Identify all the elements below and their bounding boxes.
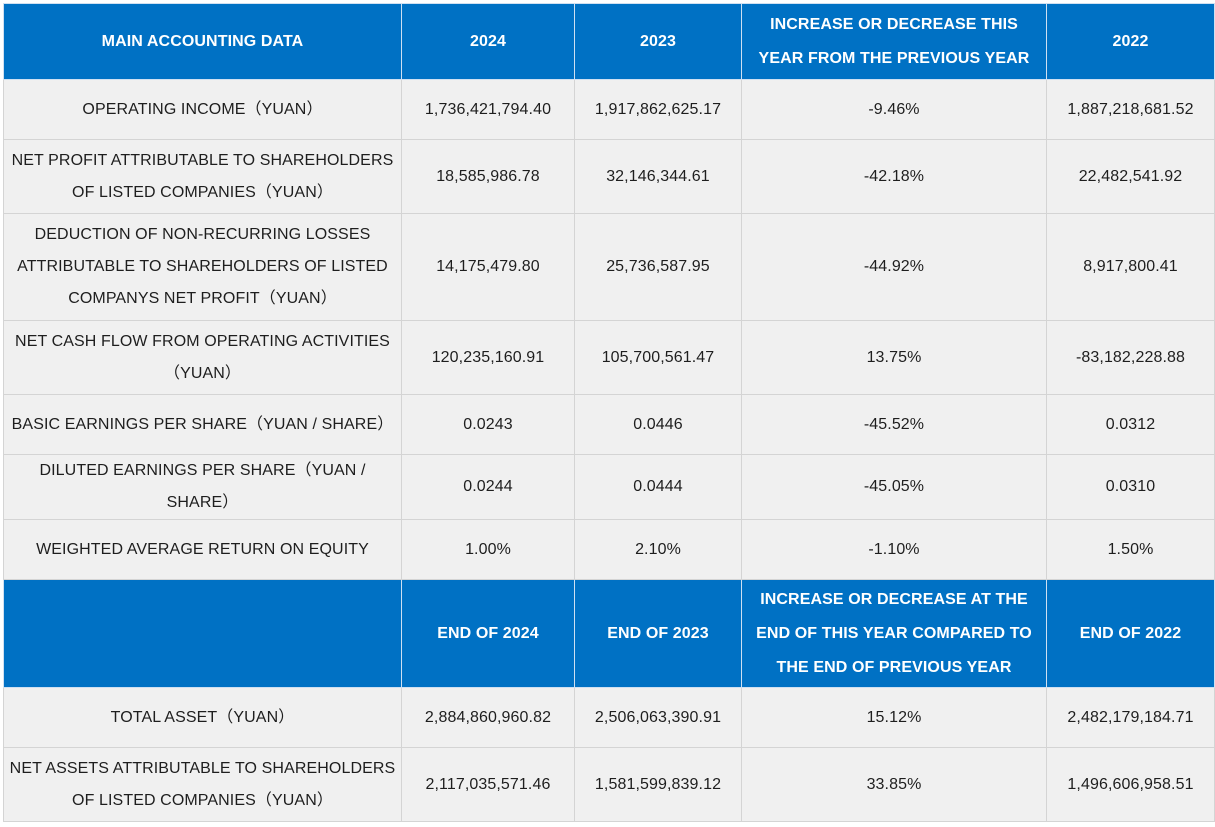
- table-row-weighted-roe: WEIGHTED AVERAGE RETURN ON EQUITY 1.00% …: [3, 519, 1215, 580]
- table-row-operating-cash-flow: NET CASH FLOW FROM OPERATING ACTIVITIES（…: [3, 320, 1215, 395]
- subheader-empty: [3, 579, 402, 688]
- cell-2024: 1.00%: [401, 519, 575, 580]
- cell-change: -45.52%: [741, 394, 1047, 455]
- cell-2022: 0.0312: [1046, 394, 1215, 455]
- cell-change: -42.18%: [741, 139, 1047, 214]
- header-2023: 2023: [574, 3, 742, 80]
- subheader-end-2022: END OF 2022: [1046, 579, 1215, 688]
- header-yoy-change: INCREASE OR DECREASE THIS YEAR FROM THE …: [741, 3, 1047, 80]
- cell-change: -45.05%: [741, 454, 1047, 520]
- row-label: NET ASSETS ATTRIBUTABLE TO SHAREHOLDERS …: [3, 747, 402, 822]
- cell-2024: 0.0243: [401, 394, 575, 455]
- cell-2024: 1,736,421,794.40: [401, 79, 575, 140]
- row-label: NET CASH FLOW FROM OPERATING ACTIVITIES（…: [3, 320, 402, 395]
- table-subheader-row: END OF 2024 END OF 2023 INCREASE OR DECR…: [3, 579, 1215, 688]
- cell-2022: -83,182,228.88: [1046, 320, 1215, 395]
- cell-2024: 2,884,860,960.82: [401, 687, 575, 748]
- table-row-basic-eps: BASIC EARNINGS PER SHARE（YUAN / SHARE） 0…: [3, 394, 1215, 455]
- table-row-diluted-eps: DILUTED EARNINGS PER SHARE（YUAN / SHARE）…: [3, 454, 1215, 520]
- cell-2022: 2,482,179,184.71: [1046, 687, 1215, 748]
- table-row-deducted-net-profit: DEDUCTION OF NON-RECURRING LOSSES ATTRIB…: [3, 213, 1215, 321]
- cell-2023: 25,736,587.95: [574, 213, 742, 321]
- cell-2024: 18,585,986.78: [401, 139, 575, 214]
- subheader-end-2024: END OF 2024: [401, 579, 575, 688]
- row-label: TOTAL ASSET（YUAN）: [3, 687, 402, 748]
- cell-change: 33.85%: [741, 747, 1047, 822]
- subheader-change: INCREASE OR DECREASE AT THE END OF THIS …: [741, 579, 1047, 688]
- cell-2024: 120,235,160.91: [401, 320, 575, 395]
- cell-change: -1.10%: [741, 519, 1047, 580]
- row-label: DILUTED EARNINGS PER SHARE（YUAN / SHARE）: [3, 454, 402, 520]
- cell-2022: 8,917,800.41: [1046, 213, 1215, 321]
- cell-2023: 105,700,561.47: [574, 320, 742, 395]
- cell-change: 15.12%: [741, 687, 1047, 748]
- cell-2023: 1,917,862,625.17: [574, 79, 742, 140]
- main-accounting-data-table: MAIN ACCOUNTING DATA 2024 2023 INCREASE …: [3, 3, 1215, 822]
- cell-change: -44.92%: [741, 213, 1047, 321]
- table-row-net-assets: NET ASSETS ATTRIBUTABLE TO SHAREHOLDERS …: [3, 747, 1215, 822]
- row-label: BASIC EARNINGS PER SHARE（YUAN / SHARE）: [3, 394, 402, 455]
- row-label: OPERATING INCOME（YUAN）: [3, 79, 402, 140]
- cell-2023: 0.0444: [574, 454, 742, 520]
- row-label: WEIGHTED AVERAGE RETURN ON EQUITY: [3, 519, 402, 580]
- header-2022: 2022: [1046, 3, 1215, 80]
- header-main-accounting-data: MAIN ACCOUNTING DATA: [3, 3, 402, 80]
- cell-2022: 22,482,541.92: [1046, 139, 1215, 214]
- cell-2024: 0.0244: [401, 454, 575, 520]
- cell-2023: 0.0446: [574, 394, 742, 455]
- subheader-end-2023: END OF 2023: [574, 579, 742, 688]
- row-label: NET PROFIT ATTRIBUTABLE TO SHAREHOLDERS …: [3, 139, 402, 214]
- cell-2023: 1,581,599,839.12: [574, 747, 742, 822]
- cell-2024: 14,175,479.80: [401, 213, 575, 321]
- cell-2022: 0.0310: [1046, 454, 1215, 520]
- cell-2024: 2,117,035,571.46: [401, 747, 575, 822]
- row-label: DEDUCTION OF NON-RECURRING LOSSES ATTRIB…: [3, 213, 402, 321]
- cell-2023: 2.10%: [574, 519, 742, 580]
- cell-2023: 32,146,344.61: [574, 139, 742, 214]
- table-row-total-asset: TOTAL ASSET（YUAN） 2,884,860,960.82 2,506…: [3, 687, 1215, 748]
- cell-2023: 2,506,063,390.91: [574, 687, 742, 748]
- cell-change: 13.75%: [741, 320, 1047, 395]
- cell-change: -9.46%: [741, 79, 1047, 140]
- cell-2022: 1.50%: [1046, 519, 1215, 580]
- table-header-row: MAIN ACCOUNTING DATA 2024 2023 INCREASE …: [3, 3, 1215, 80]
- cell-2022: 1,496,606,958.51: [1046, 747, 1215, 822]
- table-row-net-profit: NET PROFIT ATTRIBUTABLE TO SHAREHOLDERS …: [3, 139, 1215, 214]
- table-row-operating-income: OPERATING INCOME（YUAN） 1,736,421,794.40 …: [3, 79, 1215, 140]
- cell-2022: 1,887,218,681.52: [1046, 79, 1215, 140]
- header-2024: 2024: [401, 3, 575, 80]
